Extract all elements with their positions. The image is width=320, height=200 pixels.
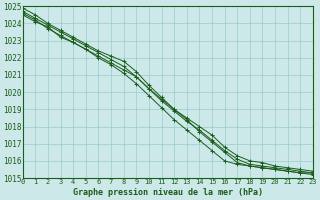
X-axis label: Graphe pression niveau de la mer (hPa): Graphe pression niveau de la mer (hPa): [73, 188, 263, 197]
